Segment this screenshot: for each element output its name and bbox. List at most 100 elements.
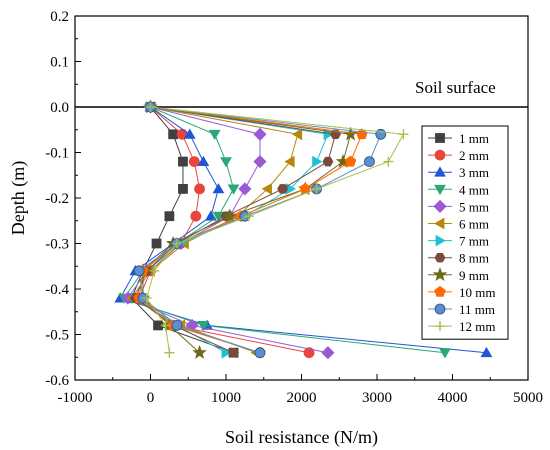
series-line <box>130 106 299 354</box>
series-marker <box>291 128 303 141</box>
series-marker <box>432 267 448 281</box>
y-tick-label: -0.6 <box>45 373 69 389</box>
series-marker <box>284 155 295 168</box>
y-tick-label: 0.2 <box>50 9 69 25</box>
series-marker <box>197 155 210 167</box>
series-marker <box>344 155 357 167</box>
series-marker <box>398 129 409 140</box>
series-marker <box>383 156 394 167</box>
y-tick-label: -0.5 <box>45 328 69 344</box>
legend-item: 9 mm <box>428 267 489 283</box>
series-marker <box>261 183 272 195</box>
series-marker <box>145 102 156 112</box>
series-8mm <box>129 102 341 358</box>
series-marker <box>434 252 446 263</box>
series-line <box>138 106 363 354</box>
series-marker <box>192 345 207 359</box>
legend-item: 12 mm <box>428 319 495 334</box>
series-marker <box>212 183 225 194</box>
series-line <box>138 106 382 354</box>
x-tick-label: 4000 <box>438 390 468 406</box>
series-marker <box>171 319 183 331</box>
legend-item: 2 mm <box>428 148 489 163</box>
series-marker <box>243 211 254 222</box>
legend-item: 10 mm <box>428 285 495 300</box>
x-tick-label: -1000 <box>58 390 93 406</box>
legend-item: 4 mm <box>428 182 489 197</box>
legend-item: 7 mm <box>428 234 489 249</box>
series-marker <box>312 155 323 168</box>
legend-item: 8 mm <box>428 251 489 266</box>
soil-surface-label: Soil surface <box>415 78 496 97</box>
legend-label: 10 mm <box>459 285 495 300</box>
series-marker <box>311 183 322 194</box>
legend-label: 7 mm <box>459 234 489 249</box>
series-marker <box>364 156 375 168</box>
series-marker <box>435 133 445 143</box>
series-marker <box>205 210 217 221</box>
series-marker <box>133 265 145 277</box>
series-marker <box>141 293 152 304</box>
y-axis-label: Depth (m) <box>8 161 29 235</box>
series-marker <box>434 285 446 297</box>
axis-ticks: -1000 0 1000 2000 3000 4000 5000 0.2 0.1 0.0 -0.1 -… <box>45 9 543 406</box>
series-marker <box>160 320 171 331</box>
legend-item: 1 mm <box>428 131 489 146</box>
x-tick-label: 5000 <box>513 390 543 406</box>
x-tick-label: 1000 <box>211 390 241 406</box>
legend-item: 5 mm <box>428 199 489 214</box>
series-marker <box>321 346 335 360</box>
y-tick-label: -0.1 <box>45 146 69 162</box>
x-tick-label: 2000 <box>287 390 317 406</box>
series-marker <box>434 166 446 177</box>
series-marker <box>188 156 200 168</box>
x-tick-label: 3000 <box>362 390 392 406</box>
legend-item: 11 mm <box>428 302 495 317</box>
legend-item: 6 mm <box>428 217 489 232</box>
series-marker <box>194 183 205 195</box>
series-marker <box>190 210 202 222</box>
series-marker <box>227 184 240 195</box>
y-tick-label: -0.3 <box>45 237 69 253</box>
series-marker <box>433 199 447 213</box>
series-marker <box>254 347 266 359</box>
legend-label: 6 mm <box>459 217 489 232</box>
series-line <box>131 106 234 354</box>
series-line <box>123 106 446 354</box>
y-tick-label: -0.4 <box>45 282 69 298</box>
series-marker <box>435 234 446 247</box>
y-tick-label: 0.1 <box>50 55 69 71</box>
series-marker <box>322 156 334 167</box>
legend-label: 4 mm <box>459 182 489 197</box>
series-marker <box>434 217 445 230</box>
legend: 1 mm 2 mm 3 mm 4 mm 5 mm 6 mm 7 mm 8 mm 9 mm 10 m… <box>421 125 509 340</box>
legend-box <box>421 125 509 340</box>
series-marker <box>277 184 289 194</box>
legend-label: 8 mm <box>459 251 489 266</box>
series-marker <box>434 149 446 161</box>
legend-label: 9 mm <box>459 268 489 283</box>
legend-label: 2 mm <box>459 148 489 163</box>
x-tick-label: 0 <box>147 390 155 406</box>
legend-label: 11 mm <box>459 302 495 317</box>
series-marker <box>208 129 221 141</box>
series-marker <box>434 303 446 315</box>
series-marker <box>164 347 175 358</box>
plot-area: Soil surface <box>74 15 529 381</box>
series-marker <box>164 211 175 222</box>
series-marker <box>253 155 267 169</box>
legend-label: 5 mm <box>459 199 489 214</box>
series-marker <box>303 347 315 359</box>
series-marker <box>178 183 188 194</box>
series-marker <box>178 156 188 167</box>
series-line <box>146 106 405 353</box>
legend-label: 3 mm <box>459 165 489 180</box>
series-marker <box>168 129 179 140</box>
series-marker <box>439 348 451 359</box>
series-marker <box>238 182 252 196</box>
series-marker <box>171 238 182 249</box>
series-marker <box>435 321 445 332</box>
series-marker <box>222 208 238 223</box>
legend-item: 3 mm <box>428 165 489 180</box>
